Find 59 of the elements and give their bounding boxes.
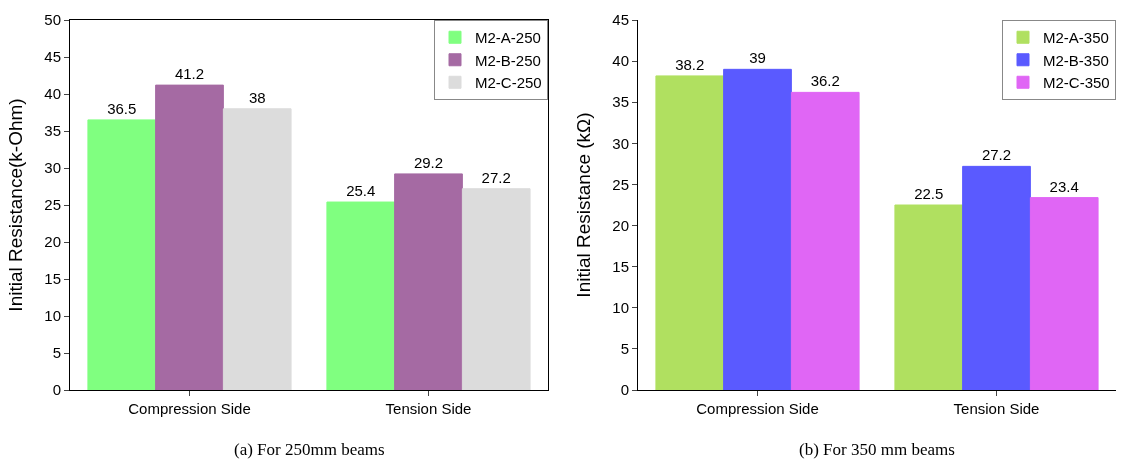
y-tick-label: 40 xyxy=(612,52,629,70)
y-tick-label: 25 xyxy=(612,175,629,193)
y-tick-label: 5 xyxy=(620,340,629,358)
y-tick-label: 20 xyxy=(612,216,629,234)
bar xyxy=(962,165,1031,390)
bar xyxy=(655,75,725,390)
y-tick-label: 30 xyxy=(44,159,61,177)
bar xyxy=(155,84,224,390)
x-tick-label: Compression Side xyxy=(128,400,251,417)
legend-label: M2-B-250 xyxy=(475,51,541,69)
x-tick-label: Tension Side xyxy=(385,400,472,417)
y-tick-label: 40 xyxy=(44,85,61,103)
y-axis-title: Initial Resistance(k-Ohm) xyxy=(5,98,26,312)
bar xyxy=(222,108,292,390)
data-label: 22.5 xyxy=(914,185,944,202)
text: (a) For 250mm beams xyxy=(234,440,385,459)
legend-label: M2-C-250 xyxy=(475,74,542,92)
bar xyxy=(723,68,792,390)
y-tick-label: 30 xyxy=(612,134,629,152)
y-tick-label: 45 xyxy=(612,11,629,29)
y-tick-label: 10 xyxy=(612,299,629,317)
data-label: 38.2 xyxy=(675,55,705,73)
legend-label: M2-A-350 xyxy=(1043,29,1109,47)
data-label: 27.2 xyxy=(981,146,1012,164)
x-tick-label: Compression Side xyxy=(696,400,819,417)
legend-label: M2-B-350 xyxy=(1043,51,1109,69)
y-tick-label: 15 xyxy=(612,257,629,275)
y-tick-label: 0 xyxy=(620,381,629,399)
data-label: 39 xyxy=(749,49,766,67)
bar xyxy=(326,201,396,390)
data-label: 27.2 xyxy=(481,168,511,186)
y-tick-label: 0 xyxy=(52,381,61,399)
y-tick-label: 20 xyxy=(44,233,61,251)
legend-label: M2-C-350 xyxy=(1043,74,1110,92)
y-tick-label: 10 xyxy=(44,307,61,325)
bar xyxy=(1029,197,1099,390)
y-tick-label: 15 xyxy=(44,270,61,288)
data-label: 23.4 xyxy=(1049,177,1079,195)
y-tick-label: 35 xyxy=(44,122,61,140)
y-tick-label: 35 xyxy=(612,93,629,111)
x-tick-label: Tension Side xyxy=(953,400,1040,417)
bar xyxy=(87,119,157,390)
y-tick-label: 25 xyxy=(44,196,61,214)
data-label: 36.5 xyxy=(107,99,137,117)
y-tick-label: 45 xyxy=(44,48,61,66)
data-label: 29.2 xyxy=(413,153,444,171)
bar xyxy=(461,188,531,390)
y-tick-label: 50 xyxy=(44,11,61,29)
legend-label: M2-A-250 xyxy=(475,29,541,47)
y-axis-title: Initial Resistance (kΩ) xyxy=(573,112,594,298)
y-tick-label: 5 xyxy=(52,344,61,362)
data-label: 41.2 xyxy=(174,65,205,83)
data-label: 25.4 xyxy=(346,182,376,200)
bar xyxy=(394,173,463,390)
data-label: 36.2 xyxy=(810,72,840,90)
text: (b) For 350 mm beams xyxy=(799,440,955,459)
bar xyxy=(894,204,964,390)
data-label: 38 xyxy=(248,88,266,106)
bar xyxy=(790,91,860,390)
